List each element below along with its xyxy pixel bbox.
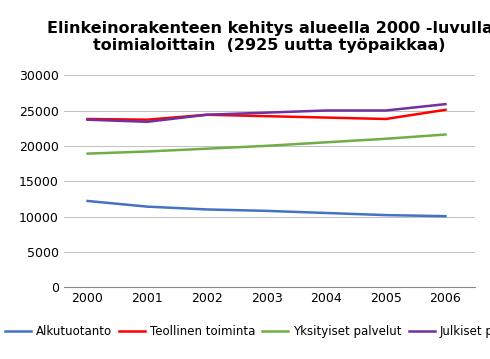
Yksityiset palvelut	[144, 149, 150, 154]
Line: Teollinen toiminta: Teollinen toiminta	[88, 110, 445, 120]
Teollinen toiminta	[264, 114, 270, 118]
Yksityiset palvelut	[204, 146, 210, 151]
Yksityiset palvelut	[323, 140, 329, 144]
Yksityiset palvelut	[264, 144, 270, 148]
Alkutuotanto	[264, 209, 270, 213]
Julkiset palvelut	[442, 102, 448, 106]
Alkutuotanto	[85, 199, 91, 203]
Julkiset palvelut	[144, 120, 150, 124]
Julkiset palvelut	[85, 117, 91, 122]
Yksityiset palvelut	[85, 151, 91, 156]
Teollinen toiminta	[144, 117, 150, 122]
Teollinen toiminta	[85, 117, 91, 121]
Yksityiset palvelut	[383, 137, 389, 141]
Line: Yksityiset palvelut: Yksityiset palvelut	[88, 135, 445, 154]
Title: Elinkeinorakenteen kehitys alueella 2000 -luvulla
toimialoittain  (2925 uutta ty: Elinkeinorakenteen kehitys alueella 2000…	[47, 20, 490, 53]
Julkiset palvelut	[323, 108, 329, 113]
Teollinen toiminta	[442, 108, 448, 112]
Teollinen toiminta	[323, 116, 329, 120]
Alkutuotanto	[323, 211, 329, 215]
Teollinen toiminta	[383, 117, 389, 121]
Teollinen toiminta	[204, 113, 210, 117]
Alkutuotanto	[383, 213, 389, 217]
Line: Julkiset palvelut: Julkiset palvelut	[88, 104, 445, 122]
Julkiset palvelut	[264, 111, 270, 115]
Line: Alkutuotanto: Alkutuotanto	[88, 201, 445, 216]
Yksityiset palvelut	[442, 132, 448, 137]
Alkutuotanto	[204, 207, 210, 211]
Alkutuotanto	[144, 205, 150, 209]
Julkiset palvelut	[383, 108, 389, 113]
Julkiset palvelut	[204, 113, 210, 117]
Legend: Alkutuotanto, Teollinen toiminta, Yksityiset palvelut, Julkiset palvelut: Alkutuotanto, Teollinen toiminta, Yksity…	[0, 320, 490, 343]
Alkutuotanto	[442, 214, 448, 218]
